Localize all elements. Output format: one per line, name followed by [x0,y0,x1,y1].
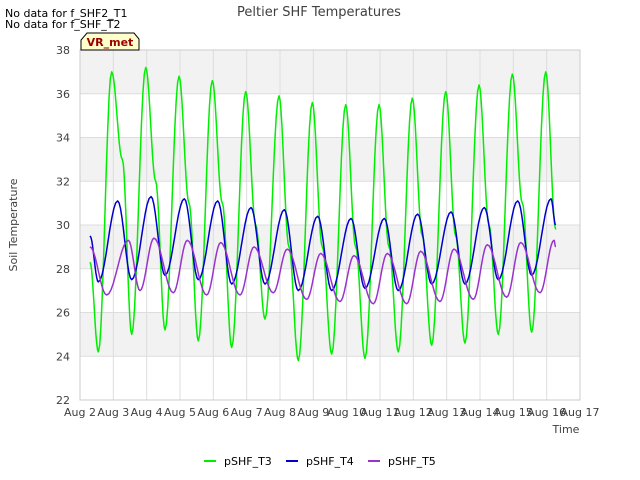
x-tick-label: Aug 16 [527,406,566,419]
grid-band [80,356,580,400]
x-tick-label: Aug 10 [327,406,366,419]
no-data-note-1: No data for f_SHF2_T1 [5,7,128,20]
grid-band [80,181,580,225]
x-axis-label: Time [552,423,580,436]
y-tick-label: 32 [56,175,70,188]
grid-band [80,137,580,182]
plot-background [80,50,580,400]
y-tick-label: 26 [56,307,70,320]
chart-title: Peltier SHF Temperatures [237,5,401,20]
y-tick-label: 36 [56,88,70,101]
grid-band [80,93,580,138]
x-tick-labels: Aug 2 Aug 3 Aug 4 Aug 5 Aug 6 Aug 7 Aug 8 Aug 9… [64,406,599,419]
no-data-note-2: No data for f_SHF_T2 [5,18,121,31]
x-tick-label: Aug 15 [494,406,533,419]
y-tick-label: 34 [56,132,70,145]
x-tick-label: Aug 17 [561,406,600,419]
vr-met-badge: VR_met [80,32,140,51]
vr-met-badge-text: VR_met [87,36,134,49]
legend-label: pSHF_T3 [224,455,272,468]
x-tick-label: Aug 7 [231,406,263,419]
x-tick-label: Aug 9 [297,406,329,419]
y-tick-label: 30 [56,219,70,232]
y-tick-label: 24 [56,350,70,363]
x-tick-label: Aug 11 [361,406,400,419]
y-tick-labels: 22 24 26 28 30 32 34 36 38 [56,44,70,407]
x-tick-label: Aug 3 [97,406,129,419]
x-tick-label: Aug 14 [461,406,500,419]
y-tick-label: 22 [56,394,70,407]
x-tick-label: Aug 13 [427,406,466,419]
x-tick-label: Aug 12 [394,406,433,419]
legend-label: pSHF_T4 [306,455,354,468]
series-line-pSHF_T5 [89,237,557,305]
y-axis-label: Soil Temperature [7,178,20,271]
x-tick-label: Aug 5 [164,406,196,419]
x-tick-label: Aug 2 [64,406,96,419]
series-line-pSHF_T4 [89,195,557,292]
x-tick-label: Aug 8 [264,406,296,419]
series-line-pSHF_T3 [89,66,557,362]
plot-frame [79,49,581,401]
legend: pSHF_T3 pSHF_T4 pSHF_T5 [204,455,436,468]
x-tick-label: Aug 6 [197,406,229,419]
series-lines [89,66,557,362]
y-tick-label: 38 [56,44,70,57]
y-tick-label: 28 [56,263,70,276]
x-tick-label: Aug 4 [131,406,163,419]
legend-label: pSHF_T5 [388,455,436,468]
grid-band [80,50,580,94]
